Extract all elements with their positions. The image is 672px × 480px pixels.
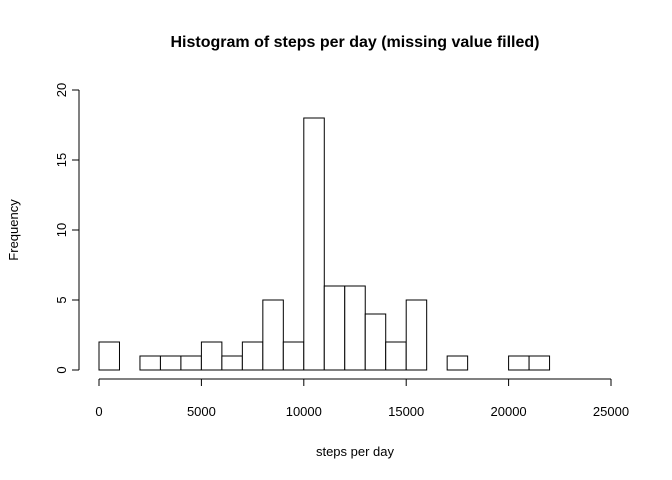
histogram-bar: [262, 299, 284, 371]
histogram-bar: [405, 299, 428, 371]
x-tick-label: 20000: [491, 404, 527, 419]
histogram-bar: [364, 313, 387, 371]
histogram-bar: [508, 355, 530, 371]
histogram-bar: [159, 355, 182, 371]
histogram-bar: [385, 341, 407, 371]
histogram-bar: [139, 355, 161, 371]
histogram-bar: [323, 285, 346, 371]
histogram-bar: [98, 341, 120, 371]
histogram-bars: [98, 117, 551, 371]
x-axis: 0 5000 10000 15000 20000 25000: [95, 378, 629, 419]
y-tick-label: 20: [54, 83, 69, 97]
y-tick-label: 0: [54, 366, 69, 373]
x-tick-label: 0: [95, 404, 102, 419]
y-tick-label: 5: [54, 296, 69, 303]
histogram-bar: [446, 355, 469, 371]
histogram-bar: [241, 341, 264, 371]
histogram-bar: [282, 341, 305, 371]
histogram-bar: [200, 341, 223, 371]
histogram-bar: [344, 285, 366, 371]
y-axis: 0 5 10 15 20: [54, 83, 80, 374]
histogram-bar: [528, 355, 551, 371]
x-axis-label: steps per day: [316, 444, 395, 459]
histogram-bar: [221, 355, 243, 371]
y-tick-label: 10: [54, 223, 69, 237]
x-tick-label: 10000: [286, 404, 322, 419]
x-tick-label: 5000: [187, 404, 216, 419]
y-tick-label: 15: [54, 153, 69, 167]
chart-title: Histogram of steps per day (missing valu…: [171, 34, 540, 51]
histogram-bar: [303, 117, 325, 371]
histogram-bar: [180, 355, 202, 371]
x-tick-label: 25000: [593, 404, 629, 419]
y-axis-label: Frequency: [6, 199, 21, 261]
x-tick-label: 15000: [388, 404, 424, 419]
